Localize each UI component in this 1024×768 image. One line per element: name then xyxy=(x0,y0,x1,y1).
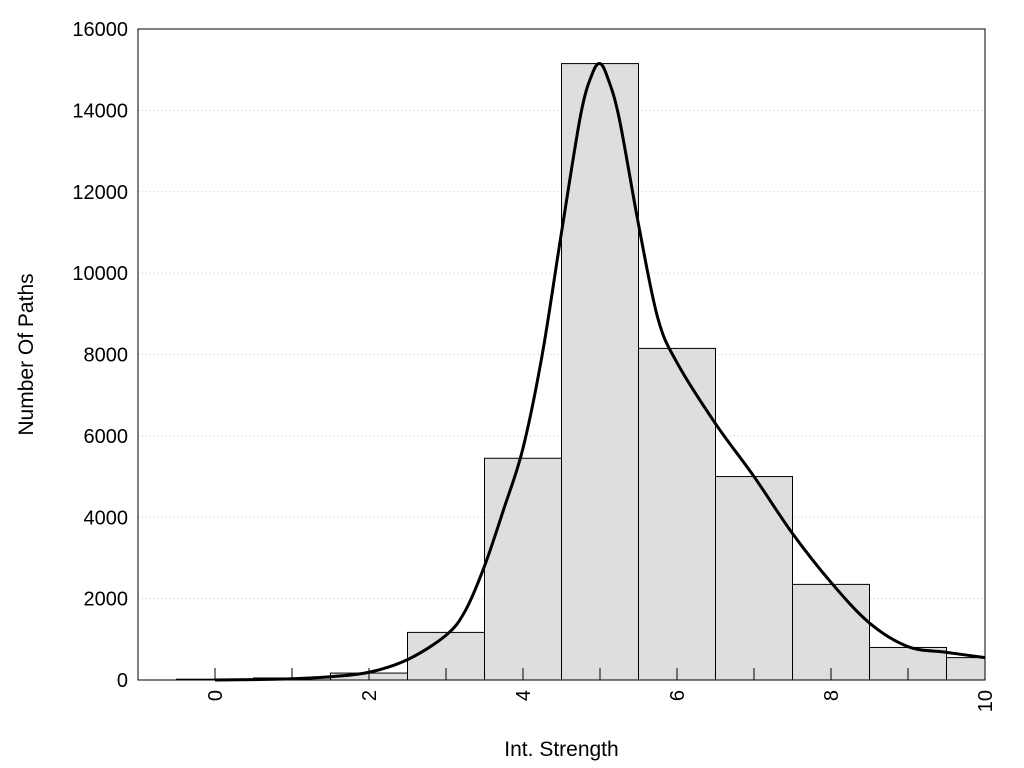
x-tick-label: 6 xyxy=(667,690,689,701)
y-tick-label: 6000 xyxy=(84,426,129,448)
y-tick-label: 4000 xyxy=(84,507,129,529)
histogram-bar xyxy=(715,476,793,681)
plot-area-frame xyxy=(137,28,986,681)
density-curve-group xyxy=(214,61,986,682)
histogram-bar xyxy=(638,347,716,681)
y-tick-label: 10000 xyxy=(72,263,128,285)
x-tick-label: 2 xyxy=(359,690,381,701)
x-tick-label: 0 xyxy=(205,690,227,701)
y-axis-title: Number Of Paths xyxy=(15,273,38,435)
x-tick-label: 8 xyxy=(821,690,843,701)
density-curve xyxy=(214,61,986,682)
histogram-bar xyxy=(946,657,986,681)
y-tick-label: 14000 xyxy=(72,100,128,122)
y-tick-label: 12000 xyxy=(72,182,128,204)
y-tick-label: 8000 xyxy=(84,345,129,367)
histogram-bar xyxy=(792,583,870,681)
x-tick-label: 10 xyxy=(975,690,997,712)
y-tick-label: 2000 xyxy=(84,589,129,611)
histogram-bar xyxy=(484,457,562,681)
y-tick-label: 16000 xyxy=(72,19,128,41)
x-tick-label: 4 xyxy=(513,690,535,701)
y-axis-ticks: 0 2000 4000 6000 8000 10000 12000 14000 16000 xyxy=(72,19,128,692)
x-axis-ticks: 0 2 4 6 8 10 xyxy=(205,690,997,712)
y-tick-label: 0 xyxy=(117,670,128,692)
histogram-bars xyxy=(176,63,986,681)
x-axis-title: Int. Strength xyxy=(504,738,618,761)
